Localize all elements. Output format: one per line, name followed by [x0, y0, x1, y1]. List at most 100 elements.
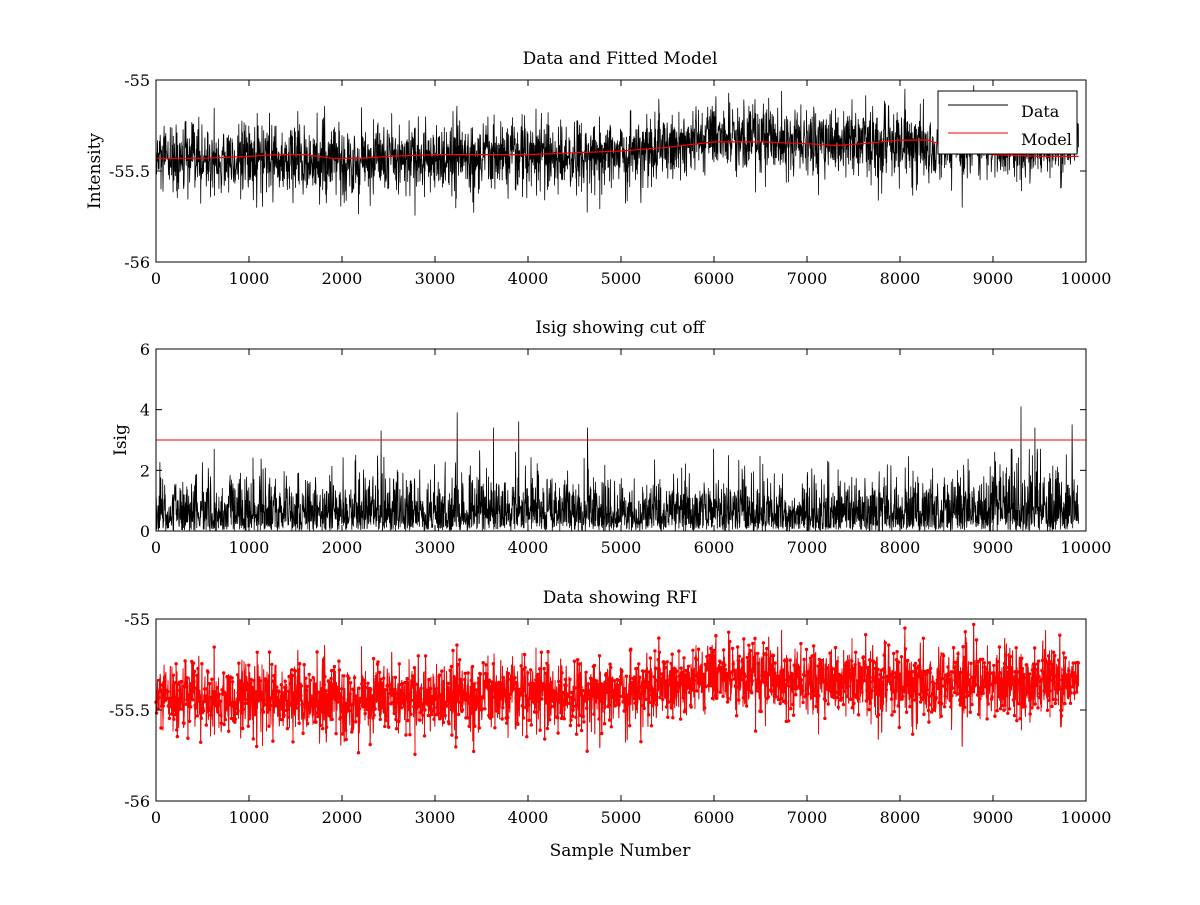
- rfi-marker: [670, 652, 674, 656]
- rfi-marker: [448, 668, 452, 673]
- rfi-marker: [432, 717, 436, 721]
- rfi-marker: [467, 724, 471, 728]
- rfi-marker: [744, 704, 749, 708]
- rfi-marker: [934, 696, 938, 700]
- rfi-marker: [775, 683, 779, 688]
- rfi-marker: [921, 636, 926, 640]
- rfi-marker: [163, 678, 167, 682]
- rfi-marker: [335, 689, 339, 693]
- rfi-marker: [275, 696, 280, 700]
- x-tick-label: 7000: [787, 808, 828, 827]
- rfi-marker: [834, 690, 838, 695]
- rfi-marker: [194, 706, 198, 710]
- rfi-marker: [315, 650, 319, 654]
- rfi-marker: [660, 672, 664, 676]
- rfi-marker: [227, 678, 231, 682]
- rfi-marker: [1037, 675, 1041, 679]
- rfi-marker: [1064, 673, 1068, 677]
- rfi-marker: [170, 712, 174, 716]
- rfi-marker: [438, 717, 442, 721]
- rfi-marker: [1017, 678, 1021, 682]
- y-tick-label: -55.5: [109, 162, 150, 181]
- rfi-marker: [203, 699, 207, 703]
- rfi-marker: [642, 706, 646, 710]
- rfi-marker: [748, 649, 753, 653]
- rfi-marker: [357, 707, 362, 711]
- rfi-marker: [906, 683, 910, 688]
- rfi-marker: [786, 719, 791, 723]
- x-tick-label: 4000: [508, 538, 549, 557]
- rfi-marker: [269, 703, 273, 708]
- rfi-marker: [979, 686, 984, 690]
- rfi-marker: [813, 693, 817, 698]
- rfi-marker: [954, 680, 959, 684]
- rfi-marker: [778, 701, 782, 706]
- rfi-marker: [753, 636, 757, 641]
- rfi-marker: [720, 661, 724, 665]
- rfi-marker: [417, 704, 421, 709]
- rfi-marker: [329, 668, 334, 673]
- rfi-marker: [993, 680, 998, 684]
- rfi-marker: [172, 717, 176, 721]
- rfi-marker: [219, 713, 223, 717]
- rfi-marker: [975, 664, 979, 668]
- rfi-marker: [466, 671, 470, 675]
- rfi-marker: [322, 686, 326, 690]
- x-tick-label: 8000: [880, 269, 921, 288]
- rfi-marker: [250, 699, 254, 704]
- rfi-marker: [456, 662, 460, 667]
- rfi-marker: [1063, 701, 1067, 706]
- rfi-marker: [248, 682, 253, 686]
- rfi-marker: [657, 636, 661, 640]
- rfi-marker: [395, 691, 400, 695]
- rfi-marker: [383, 724, 387, 729]
- rfi-marker: [204, 723, 208, 727]
- rfi-marker: [889, 697, 894, 701]
- rfi-marker: [475, 701, 480, 705]
- rfi-marker: [175, 734, 179, 739]
- rfi-marker: [1067, 668, 1071, 673]
- rfi-marker: [258, 679, 262, 683]
- rfi-marker: [875, 683, 879, 687]
- rfi-marker: [646, 681, 650, 685]
- rfi-marker: [184, 702, 188, 706]
- rfi-marker: [859, 666, 863, 670]
- rfi-marker: [1014, 646, 1018, 650]
- rfi-marker: [916, 664, 920, 668]
- rfi-marker: [629, 647, 633, 651]
- rfi-marker: [175, 728, 179, 732]
- rfi-marker: [888, 673, 893, 678]
- rfi-marker: [920, 689, 924, 694]
- rfi-marker: [1012, 683, 1016, 688]
- rfi-marker: [649, 724, 654, 728]
- rfi-marker: [180, 707, 184, 711]
- rfi-marker: [663, 665, 667, 670]
- rfi-marker: [769, 689, 773, 693]
- rfi-marker: [805, 686, 810, 691]
- rfi-marker: [462, 690, 466, 694]
- rfi-marker: [1008, 682, 1012, 686]
- rfi-marker: [311, 676, 315, 680]
- rfi-marker: [968, 710, 972, 714]
- rfi-marker: [430, 712, 434, 717]
- rfi-marker: [840, 676, 844, 680]
- rfi-marker: [206, 670, 210, 674]
- rfi-marker: [217, 692, 221, 696]
- rfi-marker: [662, 662, 667, 666]
- rfi-marker: [204, 694, 208, 699]
- rfi-marker: [862, 660, 866, 664]
- rfi-marker: [493, 692, 498, 696]
- rfi-marker: [641, 703, 645, 708]
- rfi-marker: [421, 713, 425, 717]
- rfi-marker: [951, 670, 955, 674]
- rfi-marker: [460, 708, 465, 712]
- rfi-marker: [591, 681, 595, 685]
- rfi-marker: [772, 674, 777, 678]
- rfi-marker: [1042, 689, 1046, 693]
- rfi-marker: [307, 704, 311, 709]
- rfi-marker: [208, 681, 212, 686]
- rfi-marker: [1036, 706, 1040, 710]
- rfi-marker: [898, 686, 903, 690]
- legend-label-data: Data: [1021, 102, 1060, 121]
- rfi-marker: [703, 706, 707, 710]
